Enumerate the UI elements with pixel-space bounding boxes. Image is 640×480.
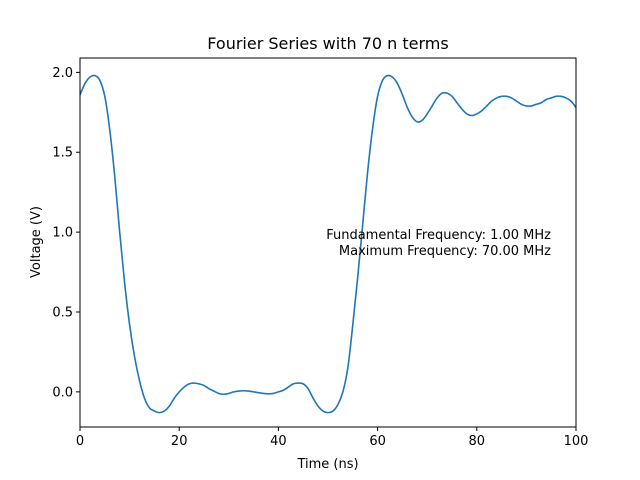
x-tick-label: 80	[469, 434, 486, 449]
y-axis-label: Voltage (V)	[29, 206, 44, 278]
x-tick-label: 100	[564, 434, 589, 449]
annotation-fundamental-frequency: Fundamental Frequency: 1.00 MHz	[326, 228, 551, 243]
y-tick-label: 0.0	[52, 385, 73, 400]
x-axis: 0 20 40 60 80 100	[76, 427, 589, 449]
x-tick-label: 0	[76, 434, 84, 449]
x-tick-label: 40	[270, 434, 287, 449]
x-tick-label: 20	[171, 434, 188, 449]
y-tick-label: 0.5	[52, 305, 73, 320]
y-tick-label: 2.0	[52, 66, 73, 81]
axes-frame	[79, 57, 577, 428]
x-tick-label: 60	[369, 434, 386, 449]
chart-title: Fourier Series with 70 n terms	[207, 34, 448, 53]
plot-area	[79, 74, 577, 414]
y-tick-label: 1.0	[52, 226, 73, 241]
y-axis: 0.0 0.5 1.0 1.5 2.0	[52, 66, 80, 400]
y-tick-label: 1.5	[52, 146, 73, 161]
annotation-maximum-frequency: Maximum Frequency: 70.00 MHz	[339, 244, 551, 259]
series-line	[79, 74, 577, 414]
x-axis-label: Time (ns)	[296, 457, 358, 472]
